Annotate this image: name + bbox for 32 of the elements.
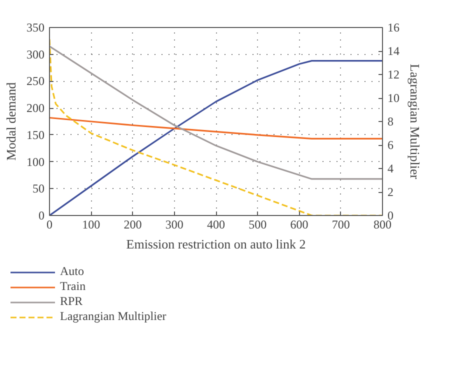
y2-axis-title: Lagrangian Multiplier [408, 64, 422, 180]
legend-label: RPR [60, 294, 83, 309]
x-tick-label: 400 [207, 218, 225, 232]
y2-tick-label: 10 [388, 91, 400, 105]
y2-tick-label: 14 [388, 44, 400, 58]
y2-tick-label: 8 [388, 114, 394, 128]
y-axis-title: Modal demand [4, 82, 18, 161]
x-axis-title: Emission restriction on auto link 2 [126, 236, 306, 252]
legend-label: Auto [60, 264, 84, 279]
y2-tick-label: 12 [388, 68, 400, 82]
x-tick-label: 100 [82, 218, 100, 232]
legend-label: Train [60, 279, 86, 294]
x-tick-label: 700 [332, 218, 350, 232]
line-series [50, 46, 382, 180]
x-tick-label: 200 [124, 218, 142, 232]
x-tick-label: 500 [248, 218, 267, 232]
y2-tick-label: 2 [388, 185, 394, 199]
y-tick-label: 250 [26, 74, 44, 88]
x-tick-label: 300 [165, 218, 184, 232]
y-tick-label: 200 [26, 101, 44, 116]
y2-tick-label: 16 [388, 20, 400, 34]
y-tick-label: 150 [26, 128, 44, 142]
y-tick-label: 300 [26, 47, 44, 62]
y-tick-label: 350 [26, 20, 44, 34]
y2-tick-label: 4 [388, 162, 394, 176]
y-tick-label: 50 [32, 182, 44, 196]
x-tick-label: 600 [290, 218, 308, 232]
legend-label: Lagrangian Multiplier [60, 309, 166, 324]
y-tick-label: 0 [38, 208, 44, 222]
line-series [50, 116, 382, 140]
y-tick-label: 100 [26, 154, 44, 169]
y2-tick-label: 6 [388, 138, 394, 152]
